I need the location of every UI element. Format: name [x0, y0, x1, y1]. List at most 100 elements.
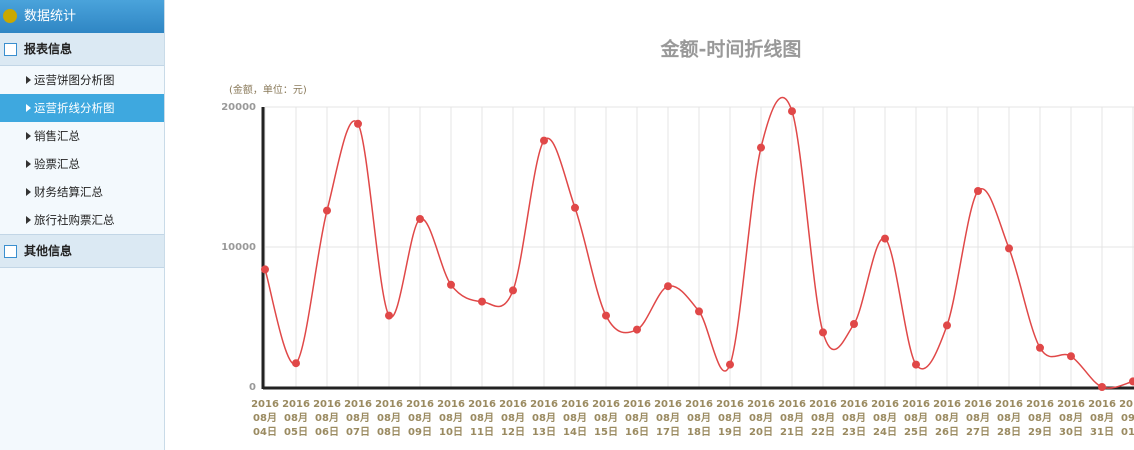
x-tick-line: 11日	[470, 426, 494, 438]
x-tick-line: 08月	[997, 412, 1021, 424]
x-tick-line: 08月	[687, 412, 711, 424]
x-tick-line: 24日	[873, 426, 897, 438]
data-point	[1067, 352, 1075, 361]
x-tick-label: 2016 08月 29日	[1026, 399, 1054, 438]
menu-group[interactable]: 报表信息	[0, 33, 164, 66]
x-tick-label: 2016 08月 07日	[344, 399, 372, 438]
y-axis-label: (金额，单位：元)	[229, 83, 307, 96]
x-tick-line: 08月	[718, 412, 742, 424]
data-point	[540, 136, 548, 145]
data-point	[602, 311, 610, 320]
data-point	[757, 143, 765, 152]
x-tick-label: 2016 08月 18日	[685, 399, 713, 438]
data-point	[912, 360, 920, 369]
x-tick-label: 2016 08月 10日	[437, 399, 465, 438]
x-tick-line: 2016	[933, 399, 961, 410]
x-tick-line: 28日	[997, 426, 1021, 438]
x-tick-line: 08月	[315, 412, 339, 424]
x-tick-line: 08月	[935, 412, 959, 424]
x-tick-line: 2016	[530, 399, 558, 410]
x-tick-line: 19日	[718, 426, 742, 438]
x-tick-line: 20日	[749, 426, 773, 438]
chart-title: 金额-时间折线图	[660, 38, 802, 61]
x-tick-line: 31日	[1090, 426, 1114, 438]
x-tick-line: 08月	[253, 412, 277, 424]
x-tick-line: 05日	[284, 426, 308, 438]
y-tick-label: 10000	[221, 242, 256, 253]
menu-item[interactable]: 财务结算汇总	[0, 178, 164, 206]
x-tick-line: 2016	[375, 399, 403, 410]
data-point	[850, 320, 858, 328]
x-tick-line: 08月	[780, 412, 804, 424]
x-tick-line: 13日	[532, 426, 556, 438]
data-point	[1036, 343, 1044, 352]
x-tick-line: 23日	[842, 426, 866, 438]
menu-item[interactable]: 销售汇总	[0, 122, 164, 150]
data-point	[788, 107, 796, 116]
x-tick-line: 17日	[656, 426, 680, 438]
x-tick-line: 09月	[1121, 412, 1134, 424]
menu-item[interactable]: 验票汇总	[0, 150, 164, 178]
x-tick-line: 08月	[625, 412, 649, 424]
x-tick-line: 21日	[780, 426, 804, 438]
x-tick-line: 2016	[623, 399, 651, 410]
x-tick-line: 08月	[1090, 412, 1114, 424]
x-tick-label: 2016 08月 11日	[468, 399, 496, 438]
data-point	[416, 215, 424, 223]
x-tick-line: 08月	[408, 412, 432, 424]
x-tick-line: 2016	[313, 399, 341, 410]
x-tick-line: 08月	[842, 412, 866, 424]
y-tick-label: 20000	[221, 102, 256, 113]
x-tick-line: 16日	[625, 426, 649, 438]
sidebar-header[interactable]: 数据统计	[0, 0, 164, 33]
x-tick-line: 2016	[468, 399, 496, 410]
x-tick-line: 08月	[439, 412, 463, 424]
x-tick-line: 08月	[904, 412, 928, 424]
x-tick-line: 06日	[315, 426, 339, 438]
x-tick-line: 08月	[749, 412, 773, 424]
x-tick-line: 08月	[377, 412, 401, 424]
x-tick-line: 2016	[561, 399, 589, 410]
menu-item[interactable]: 运营饼图分析图	[0, 66, 164, 94]
x-tick-line: 2016	[499, 399, 527, 410]
x-tick-line: 2016	[344, 399, 372, 410]
x-tick-label: 2016 08月 20日	[747, 399, 775, 438]
x-tick-label: 2016 08月 08日	[375, 399, 403, 438]
menu-item[interactable]: 旅行社购票汇总	[0, 206, 164, 234]
x-tick-label: 2016 08月 23日	[840, 399, 868, 438]
menu-item[interactable]: 运营折线分析图	[0, 94, 164, 122]
x-tick-line: 2016	[1119, 399, 1134, 410]
x-tick-line: 08日	[377, 426, 401, 438]
x-tick-line: 2016	[964, 399, 992, 410]
x-tick-line: 2016	[437, 399, 465, 410]
data-point	[509, 286, 517, 295]
x-tick-label: 2016 08月 30日	[1057, 399, 1085, 438]
x-tick-line: 26日	[935, 426, 959, 438]
menu-group-title: 其他信息	[24, 244, 73, 258]
x-tick-line: 14日	[563, 426, 587, 438]
menu-group[interactable]: 其他信息	[0, 234, 164, 268]
x-tick-line: 08月	[873, 412, 897, 424]
x-tick-line: 08月	[594, 412, 618, 424]
x-tick-line: 08月	[811, 412, 835, 424]
x-tick-label: 2016 08月 09日	[406, 399, 434, 438]
x-tick-line: 29日	[1028, 426, 1052, 438]
x-tick-line: 30日	[1059, 426, 1083, 438]
x-tick-line: 08月	[501, 412, 525, 424]
data-point	[664, 282, 672, 291]
data-point	[974, 187, 982, 195]
x-tick-label: 2016 08月 31日	[1088, 399, 1116, 438]
x-tick-line: 2016	[995, 399, 1023, 410]
x-tick-line: 2016	[251, 399, 279, 410]
x-tick-label: 2016 08月 27日	[964, 399, 992, 438]
data-point	[571, 203, 579, 212]
x-tick-label: 2016 08月 26日	[933, 399, 961, 438]
x-tick-line: 08月	[346, 412, 370, 424]
x-tick-line: 07日	[346, 426, 370, 438]
data-point	[1098, 383, 1106, 391]
x-tick-line: 2016	[871, 399, 899, 410]
x-tick-line: 2016	[654, 399, 682, 410]
y-tick-label: 0	[249, 382, 256, 393]
data-point	[695, 307, 703, 316]
x-tick-label: 2016 08月 05日	[282, 399, 310, 438]
